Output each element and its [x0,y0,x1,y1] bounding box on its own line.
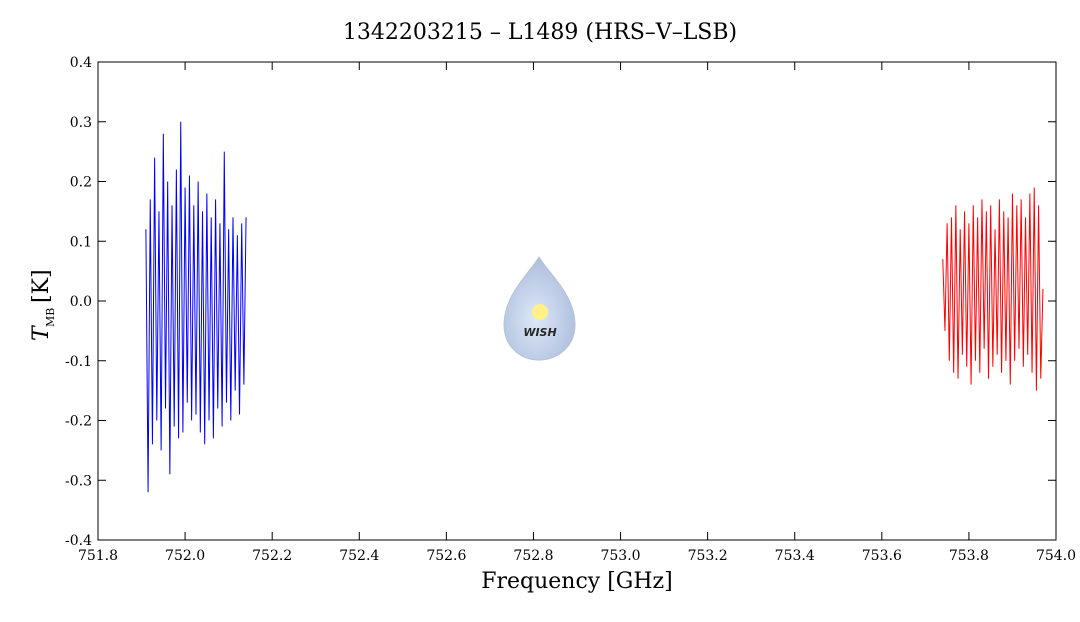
x-tick-label: 753.8 [949,548,989,564]
y-axis-symbol: T [29,324,54,341]
x-tick-label: 753.2 [688,548,728,564]
x-tick-label: 752.8 [513,548,553,564]
y-tick-label: 0.3 [70,115,92,131]
chart-title: 1342203215 – L1489 (HRS–V–LSB) [343,20,737,45]
y-tick-label: -0.2 [65,414,92,430]
x-tick-label: 752.0 [165,548,205,564]
y-tick-label: -0.4 [65,533,92,549]
spectrum-line [942,187,1044,391]
x-tick-label: 752.6 [426,548,466,564]
x-tick-label: 752.2 [252,548,292,564]
x-tick-label: 751.8 [78,548,118,564]
x-tick-label: 754.0 [1036,548,1076,564]
x-tick-label: 753.6 [862,548,902,564]
y-tick-label: 0.1 [70,234,92,250]
y-tick-label: -0.3 [65,473,92,489]
logo: WISH [503,256,576,361]
plot-frame [97,61,1057,541]
spectrum-line [145,121,247,493]
y-axis-label: T MB [K] [29,269,57,341]
y-tick-label: -0.1 [65,354,92,370]
x-tick-label: 752.4 [339,548,379,564]
x-axis-label: Frequency [GHz] [481,569,673,594]
y-tick-label: 0.0 [70,294,92,310]
x-tick-label: 753.4 [775,548,815,564]
y-tick-label: 0.4 [70,55,92,71]
y-axis-subscript: MB [44,308,57,327]
x-tick-label: 753.0 [600,548,640,564]
logo-text: WISH [523,326,556,339]
y-axis-unit: [K] [29,269,54,303]
logo-star [532,304,548,320]
y-tick-label: 0.2 [70,175,92,191]
